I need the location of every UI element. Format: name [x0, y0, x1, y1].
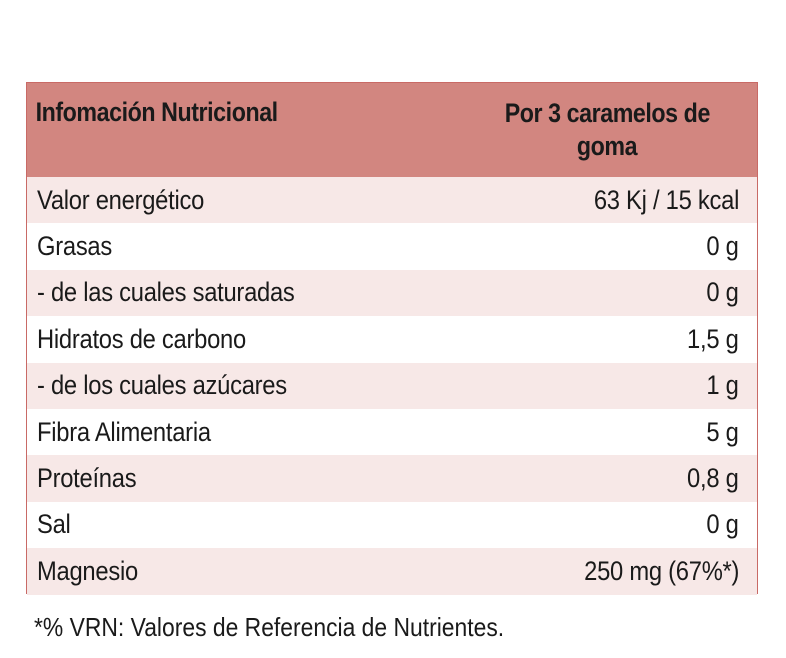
- row-label: Hidratos de carbono: [37, 323, 246, 354]
- table-row-carbohydrates: Hidratos de carbono 1,5 g: [27, 316, 757, 362]
- row-value: 5 g: [706, 416, 740, 447]
- serving-header-line1: Por 3 caramelos de: [504, 98, 710, 128]
- table-row-salt: Sal 0 g: [27, 502, 757, 548]
- row-value: 0 g: [706, 509, 740, 540]
- row-value: 63 Kj / 15 kcal: [593, 184, 740, 215]
- row-label: Magnesio: [37, 555, 138, 586]
- table-row-fiber: Fibra Alimentaria 5 g: [27, 409, 757, 455]
- row-label: Grasas: [37, 231, 113, 262]
- table-row-proteins: Proteínas 0,8 g: [27, 455, 757, 502]
- row-label: Sal: [37, 509, 71, 540]
- table-row-saturated: - de las cuales saturadas 0 g: [27, 269, 757, 317]
- table-header: Infomación Nutricional Por 3 caramelos d…: [27, 83, 757, 177]
- table-row-sugars: - de los cuales azúcares 1 g: [27, 362, 757, 409]
- row-value: 1 g: [706, 370, 740, 401]
- row-value: 1,5 g: [687, 323, 739, 354]
- row-label: Fibra Alimentaria: [37, 416, 211, 447]
- row-label: - de las cuales saturadas: [37, 277, 295, 308]
- nutrition-table: Infomación Nutricional Por 3 caramelos d…: [26, 82, 758, 595]
- table-title: Infomación Nutricional: [35, 97, 279, 127]
- row-value: 0 g: [706, 277, 740, 308]
- row-value: 0 g: [706, 231, 740, 262]
- row-label: - de los cuales azúcares: [37, 370, 287, 401]
- row-value: 250 mg (67%*): [583, 555, 739, 586]
- row-label: Proteínas: [37, 463, 137, 494]
- row-label: Valor energético: [37, 184, 205, 215]
- table-row-fats: Grasas 0 g: [27, 223, 757, 269]
- serving-header-line2: goma: [576, 131, 638, 161]
- table-row-energy: Valor energético 63 Kj / 15 kcal: [27, 177, 757, 224]
- serving-column-header: Por 3 caramelos de goma: [457, 83, 757, 177]
- row-value: 0,8 g: [687, 463, 739, 494]
- footnote: *% VRN: Valores de Referencia de Nutrien…: [34, 612, 505, 642]
- table-row-magnesium: Magnesio 250 mg (67%*): [27, 548, 757, 595]
